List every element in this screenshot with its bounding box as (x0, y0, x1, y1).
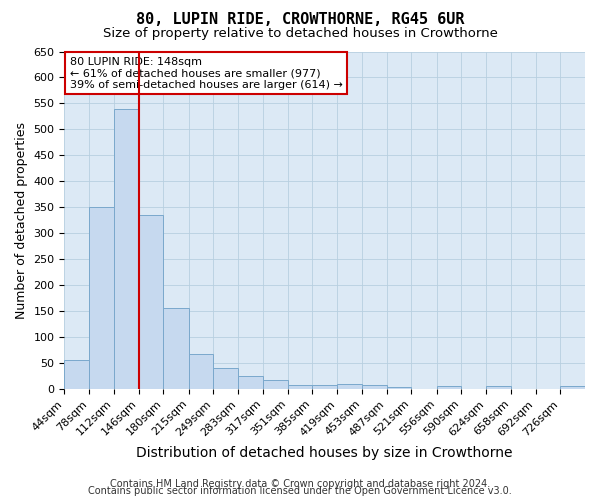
Bar (238, 376, 263, 389)
X-axis label: Distribution of detached houses by size in Crowthorne: Distribution of detached houses by size … (136, 446, 513, 460)
Text: Contains HM Land Registry data © Crown copyright and database right 2024.: Contains HM Land Registry data © Crown c… (110, 479, 490, 489)
Bar (163, 308, 189, 389)
Bar (189, 354, 214, 389)
Bar (214, 368, 238, 389)
Bar (313, 385, 337, 389)
Bar (560, 386, 585, 389)
Bar (263, 380, 287, 389)
Bar (386, 387, 411, 389)
Bar (486, 386, 511, 389)
Bar (139, 215, 163, 389)
Bar (287, 385, 313, 389)
Text: 80 LUPIN RIDE: 148sqm
← 61% of detached houses are smaller (977)
39% of semi-det: 80 LUPIN RIDE: 148sqm ← 61% of detached … (70, 56, 343, 90)
Bar (337, 384, 362, 389)
Text: 80, LUPIN RIDE, CROWTHORNE, RG45 6UR: 80, LUPIN RIDE, CROWTHORNE, RG45 6UR (136, 12, 464, 28)
Bar (114, 108, 139, 389)
Bar (362, 385, 386, 389)
Text: Contains public sector information licensed under the Open Government Licence v3: Contains public sector information licen… (88, 486, 512, 496)
Y-axis label: Number of detached properties: Number of detached properties (15, 122, 28, 318)
Bar (89, 208, 114, 389)
Bar (437, 386, 461, 389)
Bar (64, 360, 89, 389)
Text: Size of property relative to detached houses in Crowthorne: Size of property relative to detached ho… (103, 28, 497, 40)
